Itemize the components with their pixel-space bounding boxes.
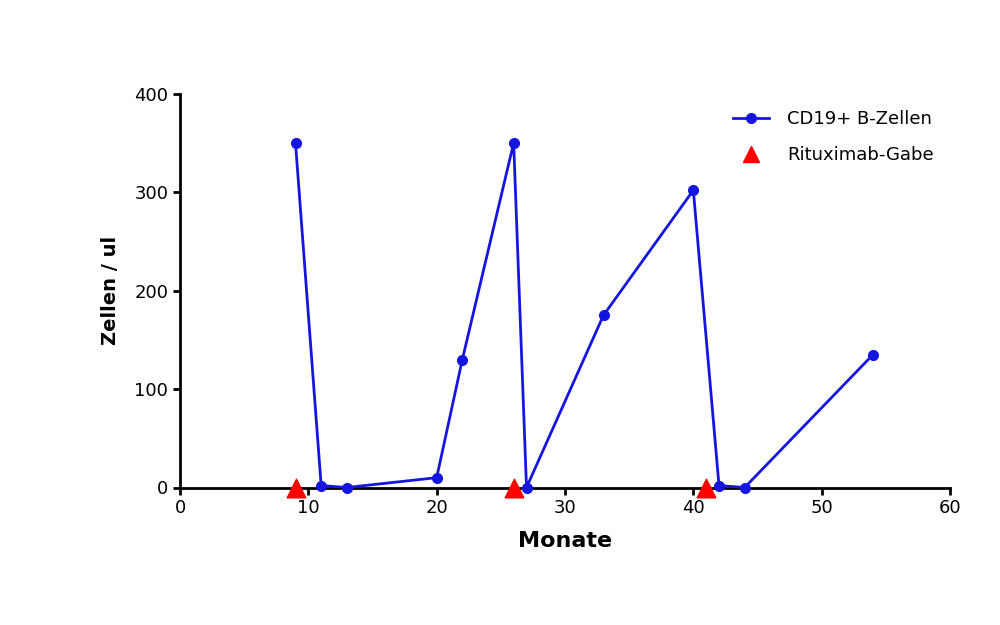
Point: [698, 482, 714, 492]
Y-axis label: Zellen / ul: Zellen / ul: [101, 236, 120, 345]
X-axis label: Monate: Monate: [518, 531, 612, 551]
Legend: CD19+ B-Zellen, Rituximab-Gabe: CD19+ B-Zellen, Rituximab-Gabe: [726, 102, 941, 171]
Point: [288, 482, 304, 492]
Point: [506, 482, 522, 492]
